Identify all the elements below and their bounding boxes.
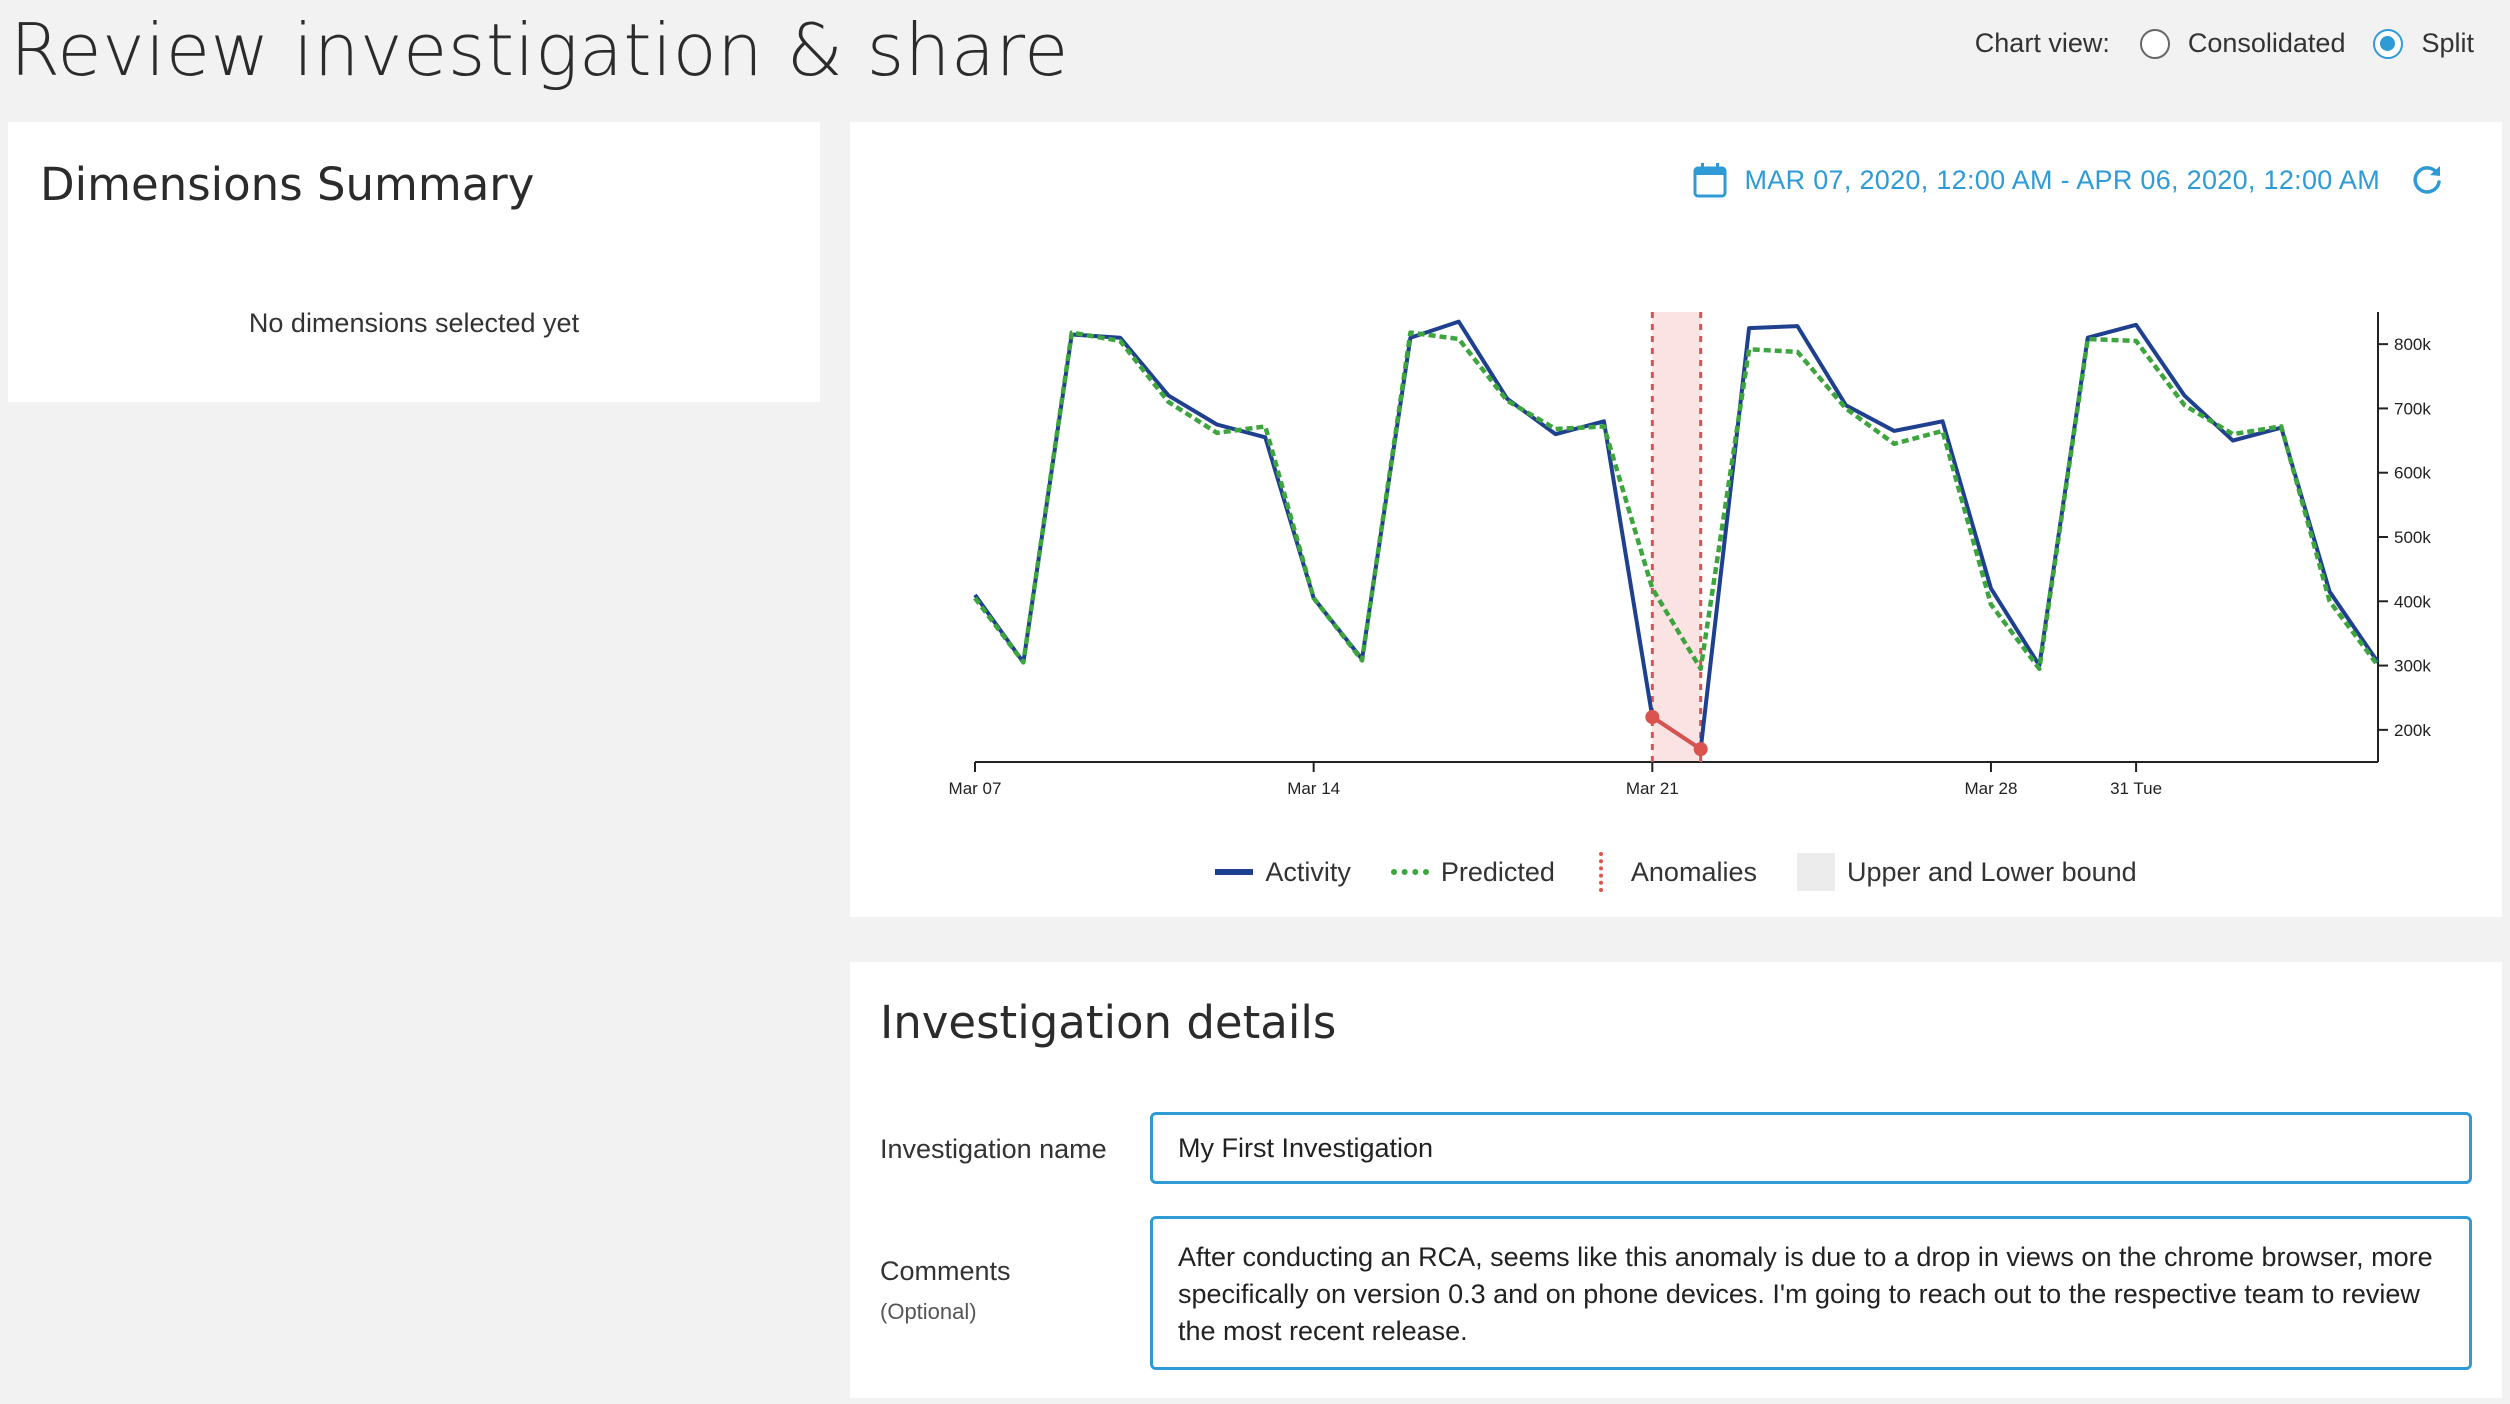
refresh-icon[interactable] [2410,163,2444,197]
x-tick-label: Mar 07 [949,779,1002,798]
y-tick-label: 300k [2394,657,2431,676]
y-tick-label: 500k [2394,528,2431,547]
x-tick-label: Mar 14 [1287,779,1340,798]
radio-button-checked[interactable] [2373,28,2404,59]
x-tick-label: Mar 28 [1965,779,2018,798]
anomaly-point [1693,742,1708,757]
investigation-details-card: Investigation details Investigation name… [850,962,2502,1398]
y-tick-label: 600k [2394,464,2431,483]
investigation-name-label: Investigation name [880,1134,1107,1164]
x-tick-label: 31 Tue [2110,779,2162,798]
legend-bounds-label: Upper and Lower bound [1846,856,2137,887]
timeseries-chart: Mar 07 Mar 14 Mar 21 Mar 28 31 Tue 200k 300k 40… [949,312,2431,798]
y-tick-label: 200k [2394,721,2431,740]
comments-label-group: Comments (Optional) [880,1256,1011,1325]
series-line-predicted [973,330,2380,672]
legend-anomalies-label: Anomalies [1630,856,1757,887]
legend-predicted-label: Predicted [1440,856,1555,887]
date-range-picker[interactable]: MAR 07, 2020, 12:00 AM - APR 06, 2020, 1… [1693,162,2444,198]
x-tick-label: Mar 21 [1626,779,1679,798]
chart-view-label: Chart view: [1974,28,2110,58]
legend-activity-swatch [1215,869,1254,875]
date-range-text[interactable]: MAR 07, 2020, 12:00 AM - APR 06, 2020, 1… [1744,164,2380,195]
legend-predicted[interactable]: Predicted [1390,856,1555,888]
anomaly-band [1652,312,1701,762]
legend-bounds[interactable]: Upper and Lower bound [1796,853,2137,891]
y-tick-label: 800k [2394,335,2431,354]
legend-anomalies[interactable]: Anomalies [1595,852,1757,892]
radio-button-unchecked[interactable] [2139,28,2170,59]
chart-card: Mar 07 Mar 14 Mar 21 Mar 28 31 Tue 200k 300k 40… [850,122,2502,917]
anomaly-point [1645,710,1660,724]
legend-activity-label: Activity [1265,856,1351,887]
chart-legend: Activity Predicted Anomalies Upper and L… [850,852,2502,892]
y-tick-label: 400k [2394,592,2431,611]
dimensions-summary-title: Dimensions Summary [40,158,535,211]
dimensions-summary-card: Dimensions Summary No dimensions selecte… [8,122,820,402]
anomaly-segment [1651,715,1702,751]
page-title: Review investigation & share [10,8,1069,92]
radio-consolidated-label: Consolidated [2187,28,2346,58]
chart-view-toggle: Chart view: Consolidated Split [1975,28,2474,59]
legend-bounds-swatch [1796,853,1835,891]
dimensions-empty-text: No dimensions selected yet [248,308,580,338]
radio-split-label: Split [2421,28,2474,58]
comments-label: Comments [880,1256,1011,1286]
investigation-name-input[interactable] [1150,1112,2472,1184]
radio-split[interactable]: Split [2373,28,2474,59]
legend-predicted-swatch [1390,869,1429,875]
legend-anomalies-swatch [1598,852,1603,892]
comments-textarea[interactable]: After conducting an RCA, seems like this… [1150,1216,2472,1370]
comments-optional-label: (Optional) [880,1299,977,1324]
legend-activity[interactable]: Activity [1215,857,1351,888]
calendar-icon[interactable] [1693,162,1727,198]
y-tick-label: 700k [2394,399,2431,418]
radio-consolidated[interactable]: Consolidated [2139,28,2346,59]
investigation-details-title: Investigation details [880,996,1337,1049]
